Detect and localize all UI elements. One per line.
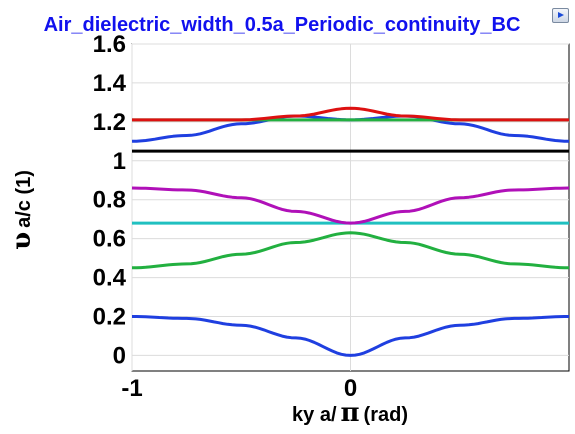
y-tick-label: 0.6 (93, 226, 126, 253)
series-line-2 (132, 231, 569, 270)
ticks: 0 0.2 0.4 0.6 0.8 1 1.2 1.4 1.6 -1 0 (93, 31, 358, 402)
x-axis-label-suffix: (rad) (364, 404, 408, 426)
series-layer (131, 106, 570, 357)
y-tick-label: 1.6 (93, 31, 126, 58)
chart-title: Air_dielectric_width_0.5a_Periodic_conti… (44, 14, 521, 36)
y-axis-label-symbol: υ (7, 232, 37, 250)
y-tick-label: 1.4 (93, 70, 127, 97)
y-axis-label-suffix: a/c (1) (13, 170, 35, 228)
y-axis-label: υ a/c (1) (7, 170, 37, 250)
x-tick-label: -1 (121, 375, 142, 402)
grid (131, 43, 569, 371)
x-axis-label: ky a/ π (rad) (292, 398, 408, 428)
y-tick-label: 1 (113, 148, 126, 175)
series-line-8 (132, 106, 569, 122)
y-tick-label: 0.2 (93, 304, 126, 331)
y-tick-label: 0.8 (93, 187, 126, 214)
series-line-4 (131, 186, 570, 225)
y-tick-label: 0.4 (93, 265, 127, 292)
play-icon[interactable] (552, 8, 569, 23)
y-tick-label: 1.2 (93, 109, 126, 136)
x-tick-label: 0 (344, 375, 357, 402)
y-tick-label: 0 (113, 342, 126, 369)
series-line-1 (132, 315, 569, 357)
x-axis-label-prefix: ky a/ (292, 404, 337, 426)
x-axis-label-symbol: π (341, 398, 360, 428)
